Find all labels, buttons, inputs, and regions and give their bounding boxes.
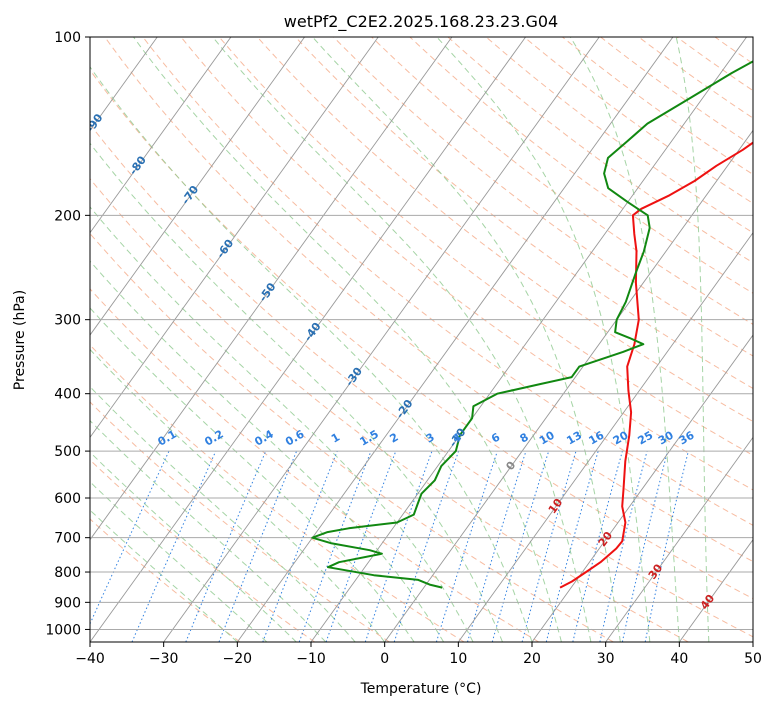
mixing-ratio-line (599, 450, 648, 642)
x-tick-label: −20 (223, 651, 253, 667)
y-tick-label: 100 (54, 30, 81, 46)
x-tick-label: −10 (296, 651, 326, 667)
moist-adiabat-line (436, 37, 651, 642)
moist-adiabat-line (90, 206, 474, 642)
x-tick-label: 10 (449, 651, 467, 667)
isotherm-line (605, 436, 753, 642)
dry-adiabat-line (90, 123, 753, 638)
dry-adiabat-line (90, 177, 689, 642)
y-tick-label: 600 (54, 491, 81, 507)
mixing-ratio-line (621, 450, 669, 642)
isotherm-line (90, 37, 379, 439)
moist-adiabat-line (90, 307, 415, 642)
dry-adiabat-line (180, 37, 753, 491)
dry-adiabat-line (523, 37, 753, 204)
mixing-ratio-line (435, 450, 498, 642)
dry-adiabat-line (90, 344, 465, 642)
dry-adiabat-line (562, 37, 753, 176)
mixing-ratio-line (572, 450, 623, 642)
mixing-ratio-line (325, 450, 397, 642)
axes: −40 −30 −20 −10 0 10 20 30 40 50 100 200 300 400 500 60… (45, 30, 762, 667)
dry-adiabat-line (90, 288, 540, 642)
isotherm-line (90, 37, 453, 541)
x-tick-label: 30 (597, 651, 615, 667)
dry-adiabat-line (90, 232, 614, 642)
mixing-ratio-line (185, 450, 267, 642)
dry-adiabat-line (142, 37, 753, 526)
x-axis-label: Temperature (°C) (360, 681, 482, 697)
mixing-ratio-line (218, 450, 298, 642)
mixing-ratio-line (521, 450, 577, 642)
moist-adiabat-line (675, 37, 710, 642)
isotherm-line (310, 37, 747, 642)
isotherm-line (457, 231, 753, 642)
isotherm-line (236, 37, 674, 642)
isotherm-line (384, 129, 753, 642)
dry-adiabat-line (333, 37, 753, 357)
dry-adiabat-line (104, 37, 753, 563)
mixing-ratio-line (364, 450, 433, 642)
x-tick-label: 40 (670, 651, 688, 667)
dewpoint-trace (311, 60, 753, 589)
plot-frame (89, 36, 754, 643)
isotherm-line (90, 37, 526, 642)
y-tick-label: 300 (54, 313, 81, 329)
x-tick-label: −30 (149, 651, 179, 667)
y-tick-label: 1000 (45, 622, 81, 638)
x-tick-label: −40 (75, 651, 105, 667)
temperature-trace (559, 141, 753, 589)
mixing-ratio-line (467, 450, 527, 642)
moist-adiabat-line (90, 385, 356, 642)
mixing-ratio-line (262, 450, 338, 642)
y-tick-label: 200 (54, 208, 81, 224)
isotherm-line (90, 37, 305, 336)
dry-adiabat-line (600, 37, 753, 147)
isotherm-line (163, 37, 600, 642)
moist-adiabat-line (90, 481, 268, 642)
x-tick-label: 20 (523, 651, 541, 667)
dry-adiabat-line (90, 518, 241, 642)
chart-title: wetPf2_C2E2.2025.168.23.23.G04 (284, 12, 558, 32)
y-tick-label: 700 (54, 531, 81, 547)
moist-adiabat-line (90, 66, 533, 642)
moist-adiabat-line (90, 451, 297, 642)
dry-adiabat-line (295, 37, 753, 389)
mixing-ratio-line (298, 450, 372, 642)
moist-adiabat-line (312, 37, 621, 642)
y-tick-label: 900 (54, 595, 81, 611)
moist-adiabat-line (212, 37, 592, 642)
y-tick-label: 400 (54, 387, 81, 403)
x-tick-label: 0 (380, 651, 389, 667)
y-tick-label: 800 (54, 565, 81, 581)
moist-adiabat-line (90, 260, 445, 642)
y-axis-label: Pressure (hPa) (12, 290, 28, 390)
mixing-ratio-line (545, 450, 599, 642)
moist-adiabat-line (133, 37, 562, 642)
isotherm-line (678, 538, 753, 642)
moist-adiabat-line (90, 509, 238, 642)
moist-adiabat-line (90, 348, 386, 642)
dry-adiabat-line (90, 69, 753, 600)
x-tick-label: 50 (744, 651, 762, 667)
dry-adiabat-line (371, 37, 753, 325)
mixing-ratio-line (644, 450, 689, 642)
moist-adiabat-line (569, 37, 680, 642)
isotherm-line (90, 37, 232, 234)
dry-adiabat-line (90, 401, 390, 642)
y-tick-label: 500 (54, 444, 81, 460)
isotherm-line (531, 334, 753, 642)
